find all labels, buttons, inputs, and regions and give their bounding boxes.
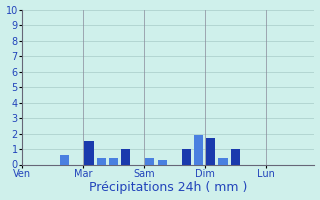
Bar — [182, 149, 191, 164]
Bar — [121, 149, 130, 164]
Bar — [145, 158, 155, 164]
Bar — [219, 158, 228, 164]
Bar — [109, 158, 118, 164]
Bar — [194, 135, 203, 164]
Bar — [84, 141, 93, 164]
Bar — [157, 160, 167, 164]
Bar — [97, 158, 106, 164]
Bar — [60, 155, 69, 164]
X-axis label: Précipitations 24h ( mm ): Précipitations 24h ( mm ) — [89, 181, 247, 194]
Bar — [206, 138, 215, 164]
Bar — [231, 149, 240, 164]
